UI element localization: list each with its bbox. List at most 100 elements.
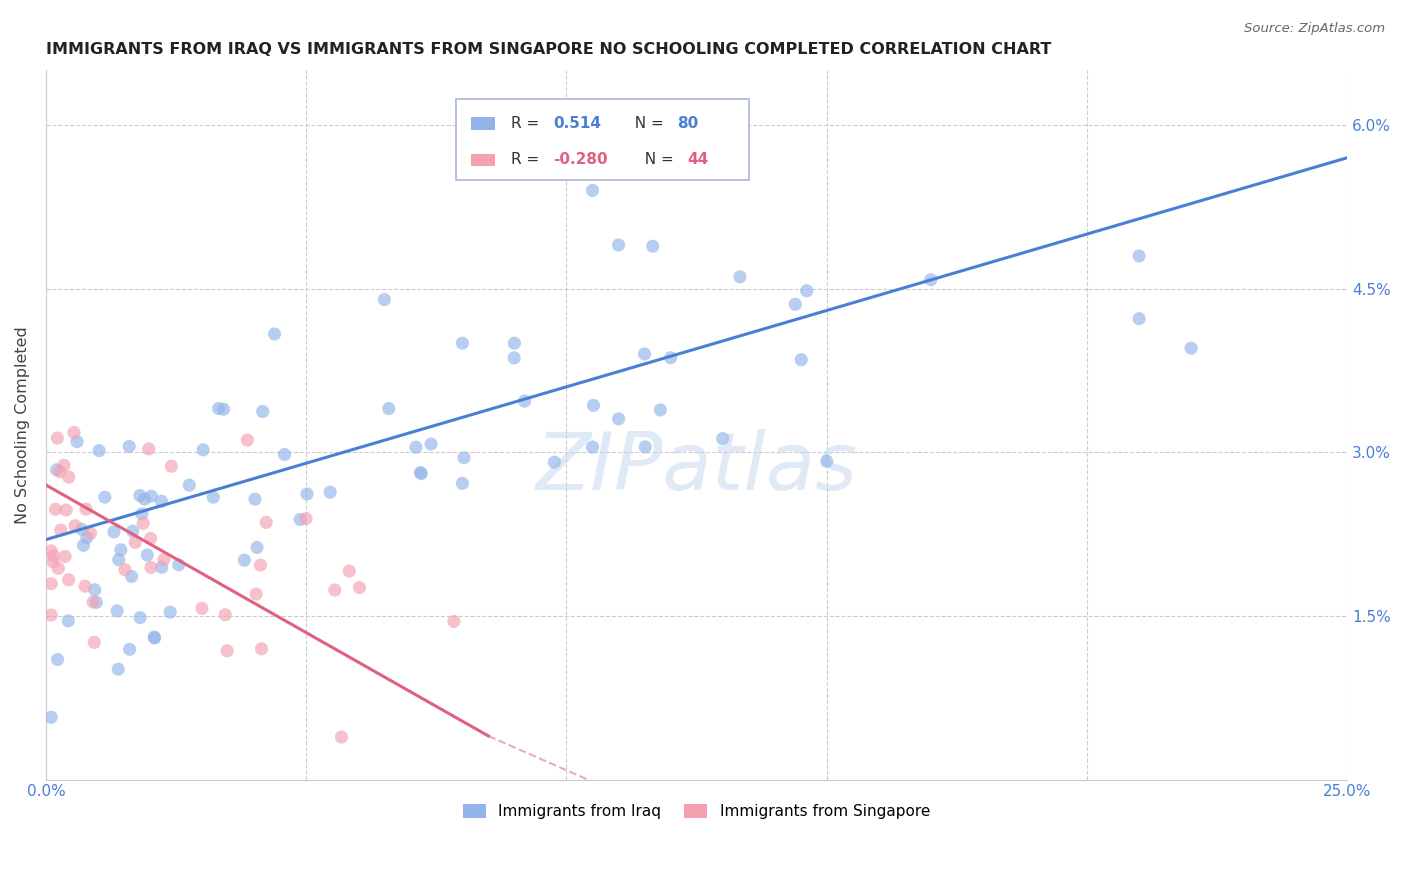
Point — [641, 239, 664, 253]
Point — [121, 569, 143, 583]
Point — [581, 183, 603, 197]
Point — [159, 605, 181, 619]
Y-axis label: No Schooling Completed: No Schooling Completed — [15, 326, 30, 524]
Point — [103, 524, 125, 539]
Point — [217, 644, 239, 658]
Point — [52, 458, 75, 473]
Point — [202, 490, 225, 504]
Point — [263, 326, 285, 341]
Point — [87, 443, 110, 458]
Point — [94, 490, 117, 504]
Point — [105, 604, 128, 618]
Point — [252, 404, 274, 418]
Point — [634, 440, 657, 454]
Point — [138, 442, 160, 456]
Point — [503, 336, 526, 351]
Point — [49, 465, 72, 479]
Point — [607, 238, 630, 252]
Point — [131, 507, 153, 521]
Point — [75, 502, 97, 516]
Point — [295, 487, 318, 501]
Point — [107, 553, 129, 567]
Point — [212, 402, 235, 417]
Point — [167, 558, 190, 572]
Text: 80: 80 — [678, 116, 699, 131]
Text: R =: R = — [510, 153, 544, 168]
Point — [582, 398, 605, 412]
Point — [920, 273, 942, 287]
Point — [245, 587, 267, 601]
Point — [633, 347, 655, 361]
Point — [141, 489, 163, 503]
Point — [139, 532, 162, 546]
Point — [250, 641, 273, 656]
Point — [785, 297, 807, 311]
Point — [1128, 311, 1150, 326]
Point — [378, 401, 401, 416]
Point — [451, 476, 474, 491]
Point — [134, 491, 156, 506]
Point — [150, 494, 173, 508]
Point — [83, 582, 105, 597]
Point — [136, 548, 159, 562]
Point — [513, 394, 536, 409]
Point — [76, 531, 98, 545]
Point — [319, 485, 342, 500]
Point — [110, 542, 132, 557]
Point — [58, 470, 80, 484]
Point — [114, 563, 136, 577]
Point — [411, 467, 433, 481]
Point — [118, 642, 141, 657]
Text: 44: 44 — [688, 153, 709, 168]
Point — [42, 555, 65, 569]
Text: IMMIGRANTS FROM IRAQ VS IMMIGRANTS FROM SINGAPORE NO SCHOOLING COMPLETED CORRELA: IMMIGRANTS FROM IRAQ VS IMMIGRANTS FROM … — [46, 42, 1052, 57]
Point — [86, 595, 108, 609]
Point — [139, 560, 162, 574]
Text: ZIPatlas: ZIPatlas — [536, 428, 858, 507]
Point — [650, 403, 672, 417]
Point — [581, 440, 603, 454]
Point — [124, 535, 146, 549]
Point — [129, 489, 152, 503]
Point — [58, 573, 80, 587]
Point — [53, 549, 76, 564]
Point — [451, 336, 474, 351]
Point — [121, 524, 143, 539]
Point — [179, 478, 201, 492]
Point — [46, 652, 69, 666]
Text: N =: N = — [636, 153, 679, 168]
Point — [443, 615, 465, 629]
Point — [66, 434, 89, 449]
Point — [243, 492, 266, 507]
Point — [118, 439, 141, 453]
Point — [63, 425, 86, 440]
Point — [153, 552, 176, 566]
Text: N =: N = — [626, 116, 669, 131]
Point — [233, 553, 256, 567]
Point — [337, 564, 360, 578]
Point — [503, 351, 526, 365]
Point — [49, 523, 72, 537]
Point — [290, 512, 312, 526]
FancyBboxPatch shape — [471, 153, 495, 166]
Point — [409, 466, 432, 480]
Point — [796, 284, 818, 298]
Point — [82, 595, 104, 609]
Point — [1180, 341, 1202, 355]
Point — [728, 269, 751, 284]
Point — [44, 502, 66, 516]
Point — [214, 607, 236, 622]
Point — [107, 662, 129, 676]
Point — [349, 581, 371, 595]
Point — [58, 614, 80, 628]
Point — [295, 511, 318, 525]
FancyBboxPatch shape — [471, 117, 495, 129]
Point — [191, 442, 214, 457]
Point — [711, 432, 734, 446]
Point — [42, 549, 65, 563]
Legend: Immigrants from Iraq, Immigrants from Singapore: Immigrants from Iraq, Immigrants from Si… — [457, 797, 936, 825]
Point — [815, 454, 838, 468]
Point — [45, 463, 67, 477]
Point — [39, 710, 62, 724]
Text: -0.280: -0.280 — [554, 153, 609, 168]
